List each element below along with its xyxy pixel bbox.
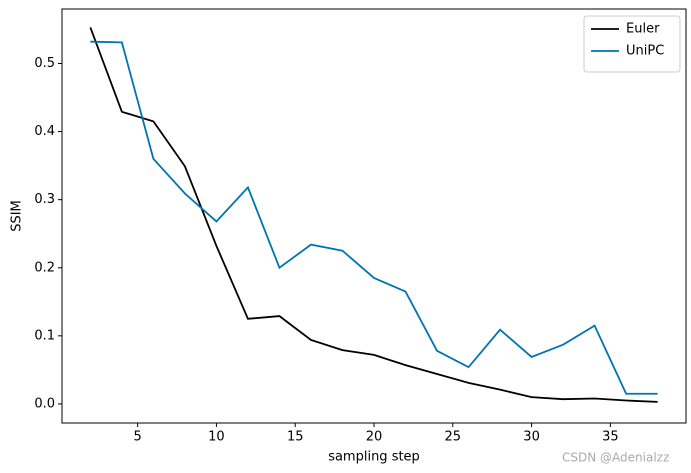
x-tick-label: 20 xyxy=(366,430,383,445)
y-tick-label: 0.0 xyxy=(34,396,55,411)
y-tick-label: 0.2 xyxy=(34,260,55,275)
series-line xyxy=(89,27,658,403)
y-tick-label: 0.4 xyxy=(34,124,55,139)
plot-frame xyxy=(61,8,687,424)
watermark: CSDN @Adenialzz xyxy=(562,451,669,465)
series-line xyxy=(90,40,658,395)
x-tick-label: 25 xyxy=(445,430,462,445)
y-tick-label: 0.1 xyxy=(34,328,55,343)
y-axis-label: SSIM xyxy=(10,200,25,232)
x-tick-label: 15 xyxy=(287,430,304,445)
x-tick-label: 30 xyxy=(523,430,540,445)
legend-box xyxy=(583,15,681,73)
legend-label: UniPC xyxy=(626,44,664,59)
x-tick-label: 5 xyxy=(133,430,141,445)
x-tick-label: 10 xyxy=(208,430,225,445)
x-tick-label: 35 xyxy=(602,430,619,445)
legend-label: Euler xyxy=(626,22,660,37)
y-tick-label: 0.3 xyxy=(34,192,55,207)
x-axis-label: sampling step xyxy=(328,450,420,465)
y-tick-label: 0.5 xyxy=(34,56,55,71)
